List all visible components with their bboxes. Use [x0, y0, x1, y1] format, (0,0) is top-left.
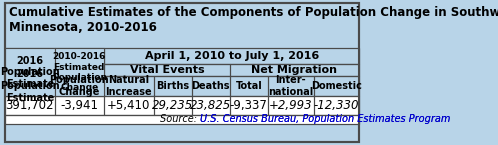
Text: 2016
Population
Estimate: 2016 Population Estimate — [0, 56, 60, 89]
Text: 29,235: 29,235 — [152, 99, 193, 112]
Text: U.S. Census Bureau, Population Estimates Program: U.S. Census Bureau, Population Estimates… — [200, 114, 451, 124]
Bar — [54, 64, 104, 76]
Text: 2016
Population
Estimate: 2016 Population Estimate — [0, 69, 60, 103]
Bar — [268, 96, 314, 115]
Bar — [54, 96, 104, 115]
Bar — [5, 48, 359, 64]
Bar — [314, 76, 359, 96]
Text: -12,330: -12,330 — [314, 99, 359, 112]
Bar — [54, 48, 104, 64]
Bar — [5, 48, 54, 64]
Bar — [104, 48, 359, 64]
Text: +5,410: +5,410 — [107, 99, 150, 112]
Text: Deaths: Deaths — [191, 81, 230, 91]
Bar — [153, 76, 192, 96]
Text: U.S. Census Bureau, Population Estimates Program: U.S. Census Bureau, Population Estimates… — [200, 114, 451, 124]
Text: Source:: Source: — [160, 114, 200, 124]
Bar — [104, 76, 153, 96]
Bar — [104, 96, 153, 115]
Bar — [314, 96, 359, 115]
Bar — [104, 64, 230, 76]
Text: -9,337: -9,337 — [230, 99, 268, 112]
Text: +2,993: +2,993 — [269, 99, 312, 112]
Text: 2010-2016
Estimated
Population
Change: 2010-2016 Estimated Population Change — [52, 52, 107, 92]
Text: April 1, 2010 to July 1, 2016: April 1, 2010 to July 1, 2016 — [144, 51, 319, 61]
Text: Natural
Increase: Natural Increase — [106, 75, 152, 97]
Bar — [5, 76, 359, 96]
Bar — [268, 76, 314, 96]
Bar — [192, 96, 230, 115]
Text: -3,941: -3,941 — [60, 99, 98, 112]
Text: Total: Total — [236, 81, 262, 91]
Bar — [54, 76, 104, 96]
Bar — [5, 115, 359, 124]
Bar — [5, 64, 54, 76]
Bar — [230, 64, 359, 76]
Bar — [5, 76, 54, 96]
Text: Net Migration: Net Migration — [251, 65, 338, 75]
Text: Vital Events: Vital Events — [129, 65, 204, 75]
Bar — [5, 96, 54, 115]
Bar — [153, 96, 192, 115]
Bar — [5, 96, 359, 115]
Text: Population
Change: Population Change — [49, 75, 109, 97]
Text: Births: Births — [156, 81, 189, 91]
Bar — [5, 115, 359, 124]
Text: 23,825: 23,825 — [190, 99, 231, 112]
Bar — [5, 48, 54, 96]
Text: Domestic: Domestic — [311, 81, 362, 91]
Bar — [5, 64, 359, 76]
Bar — [230, 96, 268, 115]
Bar — [54, 48, 104, 96]
Text: 391,702: 391,702 — [5, 99, 54, 112]
Bar — [192, 76, 230, 96]
Bar — [230, 76, 268, 96]
Text: Cumulative Estimates of the Components of Population Change in Southwest
Minneso: Cumulative Estimates of the Components o… — [8, 6, 498, 34]
Text: Inter-
national: Inter- national — [268, 75, 313, 97]
